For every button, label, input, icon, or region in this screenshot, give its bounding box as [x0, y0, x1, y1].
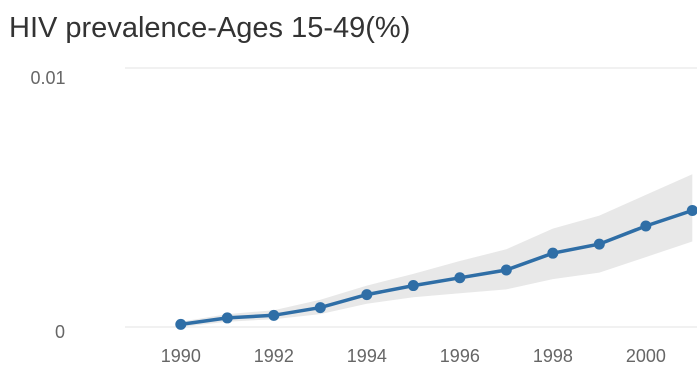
data-point[interactable]: [361, 289, 373, 301]
data-point[interactable]: [640, 220, 652, 232]
chart-title: HIV prevalence-Ages 15-49(%): [9, 12, 411, 44]
y-axis-ticks: 0.01 0: [30, 68, 65, 342]
x-tick-label: 1994: [347, 346, 387, 365]
x-tick-label: 1992: [254, 346, 294, 365]
data-point[interactable]: [175, 318, 187, 330]
data-point[interactable]: [686, 204, 697, 216]
x-axis-ticks: 1990 1992 1994 1996 1998 2000: [161, 346, 666, 365]
grid-lines: [125, 67, 697, 328]
x-tick-label: 2000: [626, 346, 666, 365]
x-tick-label: 1996: [440, 346, 480, 365]
series-line: [180, 208, 693, 327]
data-point[interactable]: [593, 238, 605, 250]
data-point[interactable]: [454, 272, 466, 284]
data-point[interactable]: [547, 247, 559, 259]
data-points: [175, 204, 697, 330]
data-point[interactable]: [407, 280, 419, 292]
data-point[interactable]: [221, 312, 233, 324]
x-tick-label: 1998: [533, 346, 573, 365]
data-point[interactable]: [500, 264, 512, 276]
data-point[interactable]: [314, 302, 326, 314]
y-tick-label: 0: [55, 322, 65, 342]
x-tick-label: 1990: [161, 346, 201, 365]
confidence-band: [180, 174, 693, 327]
data-point[interactable]: [268, 309, 280, 321]
y-tick-label: 0.01: [30, 68, 65, 88]
